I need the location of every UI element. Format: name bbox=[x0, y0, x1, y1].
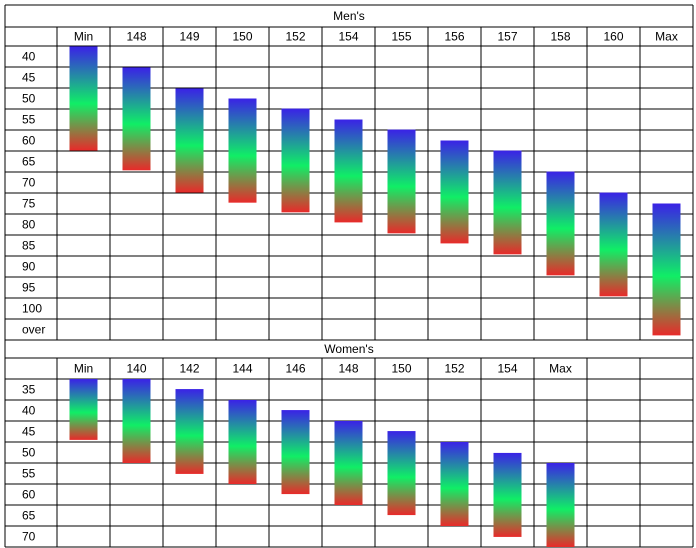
column-header: 150 bbox=[391, 362, 411, 376]
range-bar bbox=[546, 171, 575, 276]
y-tick-label: 45 bbox=[22, 71, 36, 85]
range-bar bbox=[228, 98, 257, 203]
column-header: 152 bbox=[444, 362, 464, 376]
y-tick-label: 80 bbox=[22, 218, 36, 232]
range-bar bbox=[440, 140, 469, 244]
y-tick-label: 95 bbox=[22, 281, 36, 295]
column-header: 146 bbox=[285, 362, 305, 376]
range-bar bbox=[334, 421, 363, 505]
y-tick-label: 40 bbox=[22, 404, 36, 418]
range-bar bbox=[122, 379, 151, 463]
chart-title: Women's bbox=[324, 342, 373, 356]
y-tick-label: 70 bbox=[22, 176, 36, 190]
range-bar bbox=[599, 192, 628, 297]
range-bar bbox=[228, 400, 257, 484]
column-header: 157 bbox=[497, 30, 517, 44]
column-header: Max bbox=[549, 362, 572, 376]
y-tick-label: 65 bbox=[22, 155, 36, 169]
column-header: 150 bbox=[232, 30, 252, 44]
column-header: 140 bbox=[126, 362, 146, 376]
column-header: 160 bbox=[603, 30, 623, 44]
range-bar bbox=[69, 379, 98, 440]
column-header: 155 bbox=[391, 30, 411, 44]
range-bar bbox=[175, 389, 204, 474]
range-bar bbox=[69, 46, 98, 151]
column-header: Min bbox=[74, 30, 93, 44]
column-header: 142 bbox=[179, 362, 199, 376]
column-header: 154 bbox=[497, 362, 517, 376]
y-tick-label: 60 bbox=[22, 134, 36, 148]
y-tick-label: 90 bbox=[22, 260, 36, 274]
range-bar bbox=[175, 88, 204, 193]
range-bar bbox=[440, 442, 469, 526]
y-tick-label: 65 bbox=[22, 509, 36, 523]
column-header: 156 bbox=[444, 30, 464, 44]
column-header: 158 bbox=[550, 30, 570, 44]
y-tick-label: 50 bbox=[22, 92, 36, 106]
column-header: 149 bbox=[179, 30, 199, 44]
range-bar bbox=[493, 150, 522, 255]
y-tick-label: 70 bbox=[22, 530, 36, 544]
column-header: 154 bbox=[338, 30, 358, 44]
range-bar bbox=[387, 431, 416, 516]
y-tick-label: 60 bbox=[22, 488, 36, 502]
y-tick-label: 50 bbox=[22, 446, 36, 460]
range-bar bbox=[334, 119, 363, 223]
y-tick-label: 100 bbox=[22, 302, 42, 316]
y-tick-label: 35 bbox=[22, 383, 36, 397]
column-header: 148 bbox=[126, 30, 146, 44]
column-header: 152 bbox=[285, 30, 305, 44]
range-bar bbox=[122, 67, 151, 171]
y-tick-label: 55 bbox=[22, 113, 36, 127]
range-bar bbox=[387, 129, 416, 234]
chart-title: Men's bbox=[333, 9, 365, 23]
range-bar bbox=[546, 463, 575, 547]
range-bar bbox=[281, 108, 310, 213]
y-tick-label: 75 bbox=[22, 197, 36, 211]
range-bar bbox=[493, 452, 522, 537]
column-header: 148 bbox=[338, 362, 358, 376]
y-tick-label: 55 bbox=[22, 467, 36, 481]
column-header: 144 bbox=[232, 362, 252, 376]
y-tick-label: over bbox=[22, 323, 45, 337]
range-bar bbox=[652, 203, 681, 336]
column-header: Min bbox=[74, 362, 93, 376]
column-header: Max bbox=[655, 30, 678, 44]
y-tick-label: 40 bbox=[22, 50, 36, 64]
y-tick-label: 85 bbox=[22, 239, 36, 253]
y-tick-label: 45 bbox=[22, 425, 36, 439]
range-bar bbox=[281, 410, 310, 495]
